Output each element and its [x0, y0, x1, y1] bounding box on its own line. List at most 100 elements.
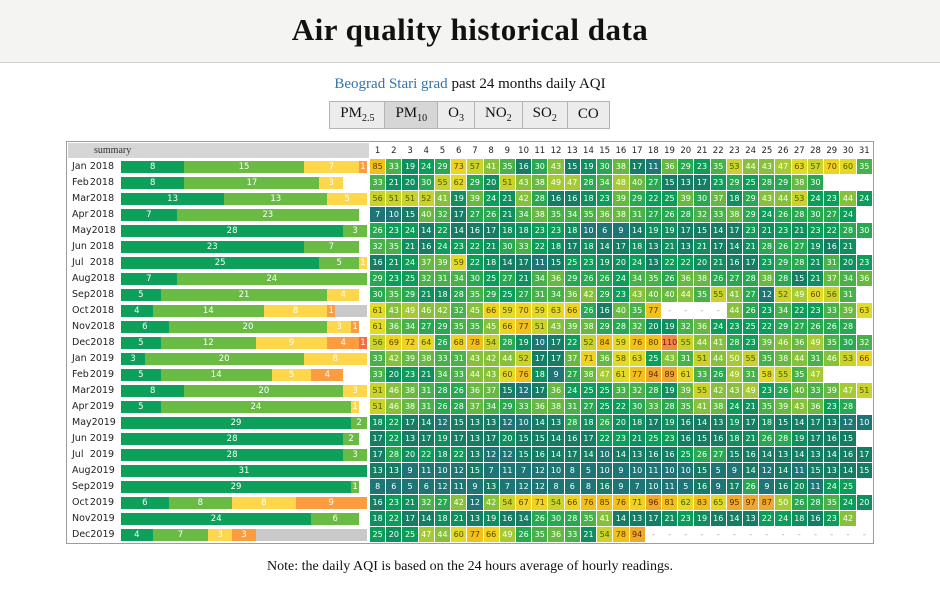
day-cell[interactable]: 31 [743, 367, 759, 382]
day-cell[interactable]: 26 [434, 399, 451, 414]
day-cell[interactable]: 24 [824, 479, 840, 494]
day-cell[interactable]: 18 [580, 191, 597, 206]
day-cell[interactable]: 85 [370, 159, 386, 174]
day-cell[interactable]: 28 [564, 415, 580, 430]
day-cell[interactable]: 16 [645, 447, 661, 462]
day-cell[interactable]: 22 [467, 255, 483, 270]
day-cell[interactable]: 26 [694, 447, 710, 462]
day-cell[interactable]: 39 [775, 399, 791, 414]
day-cell[interactable]: 20 [402, 447, 418, 462]
day-cell[interactable]: 43 [386, 303, 402, 318]
day-cell[interactable]: 33 [824, 303, 840, 318]
day-cell[interactable]: 27 [824, 207, 840, 222]
day-cell[interactable]: 40 [418, 207, 434, 222]
day-cell[interactable]: 49 [548, 175, 564, 190]
day-cell[interactable]: 19 [726, 415, 743, 430]
day-cell[interactable]: 47 [418, 527, 434, 542]
day-cell[interactable]: 30 [499, 239, 515, 254]
day-cell[interactable]: 37 [824, 271, 840, 286]
day-cell[interactable]: 66 [564, 303, 580, 318]
day-cell[interactable]: 96 [645, 495, 661, 510]
day-cell[interactable]: 60 [807, 287, 824, 302]
day-cell[interactable]: 44 [499, 351, 515, 366]
day-cell[interactable]: 21 [386, 255, 402, 270]
day-cell[interactable]: 33 [370, 367, 386, 382]
day-cell[interactable]: 13 [370, 463, 386, 478]
day-cell[interactable]: 18 [434, 447, 451, 462]
day-cell[interactable]: 17 [402, 511, 418, 526]
day-cell[interactable]: 28 [759, 239, 775, 254]
day-cell[interactable]: 54 [483, 335, 499, 350]
day-cell[interactable]: 32 [856, 335, 872, 350]
day-cell[interactable]: 28 [613, 319, 629, 334]
day-cell[interactable]: 25 [743, 319, 759, 334]
day-cell[interactable]: 9 [402, 463, 418, 478]
day-cell[interactable]: 35 [694, 287, 710, 302]
day-cell[interactable]: 63 [856, 303, 872, 318]
day-cell[interactable]: 18 [629, 239, 645, 254]
day-cell[interactable]: 38 [532, 207, 548, 222]
day-cell[interactable]: 35 [759, 351, 775, 366]
day-cell[interactable]: 26 [580, 303, 597, 318]
day-cell[interactable]: 28 [840, 319, 856, 334]
day-cell[interactable]: 12 [532, 479, 548, 494]
day-cell[interactable]: 21 [661, 239, 678, 254]
day-cell[interactable]: 54 [548, 495, 564, 510]
day-cell[interactable]: 70 [824, 159, 840, 174]
day-cell[interactable]: 20 [840, 255, 856, 270]
day-cell[interactable]: 25 [743, 175, 759, 190]
day-cell[interactable]: 47 [807, 367, 824, 382]
day-cell[interactable]: 14 [840, 463, 856, 478]
day-cell[interactable]: 38 [418, 351, 434, 366]
day-cell[interactable]: 17 [710, 239, 726, 254]
day-cell[interactable]: 94 [645, 367, 661, 382]
day-cell[interactable]: 36 [548, 383, 564, 398]
day-cell[interactable]: 14 [548, 447, 564, 462]
day-cell[interactable]: 6 [418, 479, 434, 494]
day-cell[interactable]: 94 [629, 527, 645, 542]
day-cell[interactable]: 22 [386, 415, 402, 430]
day-cell[interactable]: 55 [434, 175, 451, 190]
day-cell[interactable]: 19 [597, 255, 613, 270]
day-cell[interactable]: 21 [580, 527, 597, 542]
day-cell[interactable]: 20 [613, 415, 629, 430]
day-cell[interactable]: 33 [645, 399, 661, 414]
day-cell[interactable]: 12 [451, 463, 467, 478]
day-cell[interactable]: 18 [791, 511, 807, 526]
day-cell[interactable]: 26 [759, 431, 775, 446]
day-cell[interactable]: 23 [807, 223, 824, 238]
day-cell[interactable]: 58 [613, 351, 629, 366]
day-cell[interactable]: 78 [467, 335, 483, 350]
day-cell[interactable]: 34 [775, 303, 791, 318]
day-cell[interactable]: 17 [580, 431, 597, 446]
day-cell[interactable]: 16 [694, 479, 710, 494]
day-cell[interactable]: 45 [467, 303, 483, 318]
day-cell[interactable]: 31 [451, 351, 467, 366]
day-cell[interactable]: 25 [597, 383, 613, 398]
station-link[interactable]: Beograd Stari grad [334, 76, 448, 92]
day-cell[interactable]: 71 [580, 351, 597, 366]
day-cell[interactable]: 27 [726, 271, 743, 286]
day-cell[interactable]: 17 [694, 175, 710, 190]
day-cell[interactable]: 43 [661, 351, 678, 366]
day-cell[interactable]: 16 [661, 447, 678, 462]
day-cell[interactable]: 13 [467, 431, 483, 446]
day-cell[interactable]: 26 [775, 383, 791, 398]
day-cell[interactable]: 77 [515, 319, 532, 334]
day-cell[interactable]: 37 [564, 351, 580, 366]
day-cell[interactable]: 38 [532, 175, 548, 190]
day-cell[interactable]: 14 [694, 415, 710, 430]
day-cell[interactable]: 8 [548, 479, 564, 494]
day-cell[interactable]: 59 [532, 303, 548, 318]
day-cell[interactable]: 54 [499, 495, 515, 510]
day-cell[interactable]: 11 [451, 479, 467, 494]
day-cell[interactable]: 38 [580, 319, 597, 334]
day-cell[interactable]: 25 [678, 447, 694, 462]
day-cell[interactable]: 17 [678, 223, 694, 238]
day-cell[interactable]: 21 [743, 431, 759, 446]
day-cell[interactable]: 17 [451, 207, 467, 222]
day-cell[interactable]: 29 [775, 255, 791, 270]
day-cell[interactable]: 12 [499, 447, 515, 462]
day-cell[interactable]: 33 [370, 351, 386, 366]
day-cell[interactable]: 28 [840, 399, 856, 414]
